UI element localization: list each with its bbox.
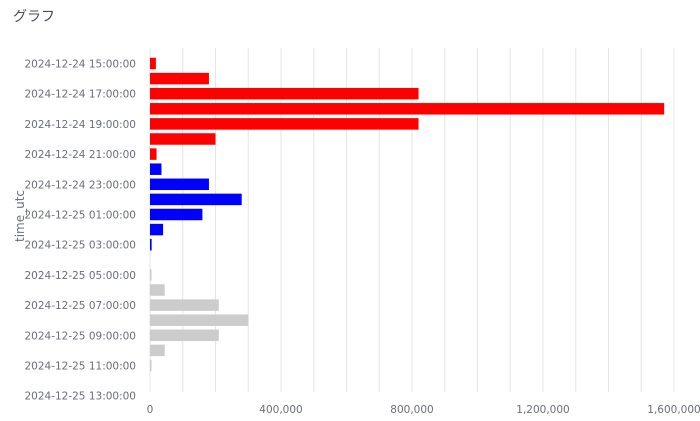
bar-20241224180000 [150, 103, 665, 115]
bar-20241225000000 [150, 193, 242, 206]
bar-20241225060000 [150, 284, 165, 296]
y-tick-label: 2024-12-25 11:00:00 [24, 361, 136, 373]
bar-20241225080000 [150, 314, 249, 326]
x-tick-label: 800,000 [390, 404, 433, 416]
x-tick-label: 400,000 [259, 404, 302, 416]
bar-20241225100000 [150, 344, 165, 357]
bar-20241224210000 [150, 148, 157, 160]
bar-20241224200000 [150, 133, 216, 145]
y-tick-label: 2024-12-25 13:00:00 [24, 391, 136, 403]
bar-20241225090000 [150, 329, 219, 342]
y-tick-label: 2024-12-24 15:00:00 [24, 59, 136, 71]
y-tick-label: 2024-12-24 19:00:00 [24, 119, 136, 131]
y-tick-label: 2024-12-24 21:00:00 [24, 149, 136, 161]
bar-20241225020000 [150, 223, 164, 236]
bar-20241224160000 [150, 72, 209, 85]
x-tick-label: 0 [147, 404, 154, 416]
bar-20241225030000 [150, 238, 152, 251]
y-tick-label: 2024-12-24 23:00:00 [24, 179, 136, 191]
y-tick-label: 2024-12-24 17:00:00 [24, 89, 136, 101]
bar-20241224220000 [150, 163, 162, 175]
y-tick-label: 2024-12-25 01:00:00 [24, 210, 136, 222]
y-tick-label: 2024-12-25 05:00:00 [24, 270, 136, 282]
bar-20241225070000 [150, 299, 219, 311]
bars [150, 57, 665, 372]
bar-20241224150000 [150, 57, 156, 70]
x-tick-label: 1,600,000 [647, 404, 700, 416]
x-tick-labels: 0 400,000 800,000 1,200,000 1,600,000 [147, 404, 700, 416]
y-axis-title: time_utc [13, 190, 27, 242]
bar-20241225110000 [150, 359, 152, 372]
y-tick-labels: 2024-12-24 15:00:00 2024-12-24 17:00:00 20… [24, 59, 136, 403]
y-tick-label: 2024-12-25 07:00:00 [24, 300, 136, 312]
grid-lines [149, 48, 675, 392]
x-tick-label: 1,200,000 [516, 404, 569, 416]
bar-20241224190000 [150, 118, 419, 130]
y-tick-label: 2024-12-25 09:00:00 [24, 330, 136, 342]
bar-20241224170000 [150, 87, 419, 100]
panel-title: グラフ [13, 9, 55, 25]
bar-20241224230000 [150, 178, 209, 191]
bar-20241225050000 [150, 269, 152, 281]
bar-20241225010000 [150, 208, 203, 221]
y-tick-label: 2024-12-25 03:00:00 [24, 240, 136, 252]
